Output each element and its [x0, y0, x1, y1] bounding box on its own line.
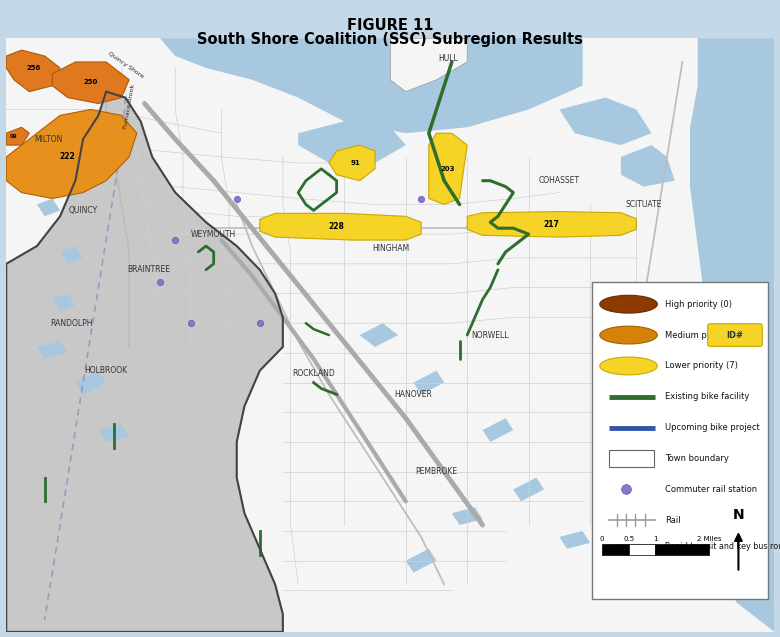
Polygon shape	[6, 110, 136, 199]
Polygon shape	[76, 371, 106, 394]
Text: FIGURE 11: FIGURE 11	[347, 18, 433, 33]
Ellipse shape	[600, 296, 658, 313]
Text: Town boundary: Town boundary	[665, 454, 729, 463]
Polygon shape	[559, 531, 590, 549]
Text: SCITUATE: SCITUATE	[626, 200, 662, 209]
Polygon shape	[6, 92, 283, 632]
Bar	[609, 450, 654, 467]
Ellipse shape	[600, 357, 658, 375]
Polygon shape	[513, 478, 544, 501]
Polygon shape	[679, 483, 697, 525]
Text: HANOVER: HANOVER	[395, 390, 432, 399]
Text: NORWELL: NORWELL	[472, 331, 509, 340]
Text: BRAINTREE: BRAINTREE	[127, 265, 170, 275]
Text: Lower priority (7): Lower priority (7)	[665, 361, 739, 371]
Polygon shape	[483, 418, 513, 442]
Text: 256: 256	[26, 65, 41, 71]
Polygon shape	[329, 145, 375, 181]
Text: PEMBROKE: PEMBROKE	[416, 467, 458, 476]
Bar	[593, 282, 768, 599]
Text: ID#: ID#	[726, 331, 743, 340]
Polygon shape	[467, 211, 636, 237]
Polygon shape	[160, 38, 583, 133]
Polygon shape	[52, 62, 129, 104]
Text: Quincy Shore: Quincy Shore	[107, 51, 144, 79]
Polygon shape	[6, 127, 30, 145]
Text: COHASSET: COHASSET	[539, 176, 580, 185]
Text: 217: 217	[544, 220, 560, 229]
Text: Rapid transit and key bus routes: Rapid transit and key bus routes	[665, 542, 780, 551]
Text: 1: 1	[653, 536, 658, 541]
Text: Medium priority (0): Medium priority (0)	[665, 331, 746, 340]
Polygon shape	[390, 38, 467, 92]
Polygon shape	[6, 50, 60, 92]
Text: 138: 138	[680, 498, 695, 505]
Text: South Shore Coalition (SSC) Subregion Results: South Shore Coalition (SSC) Subregion Re…	[197, 32, 583, 47]
Text: 0.5: 0.5	[623, 536, 634, 541]
Text: WEYMOUTH: WEYMOUTH	[191, 229, 236, 239]
Text: 0: 0	[599, 536, 604, 541]
Text: MILTON: MILTON	[34, 134, 62, 144]
Text: Rail: Rail	[665, 516, 681, 525]
Text: 91: 91	[351, 160, 360, 166]
Polygon shape	[360, 323, 398, 347]
Polygon shape	[429, 133, 467, 204]
Text: QUINCY: QUINCY	[69, 206, 98, 215]
Polygon shape	[37, 199, 60, 217]
Bar	[601, 544, 629, 555]
Bar	[629, 544, 655, 555]
Polygon shape	[406, 549, 437, 573]
Text: 2 Miles: 2 Miles	[697, 536, 722, 541]
Polygon shape	[413, 371, 444, 394]
Polygon shape	[98, 424, 129, 442]
Polygon shape	[690, 38, 775, 632]
Polygon shape	[37, 341, 68, 359]
Text: 09: 09	[10, 134, 18, 139]
Text: HOLBROOK: HOLBROOK	[84, 366, 128, 375]
Text: MARSHFIELD: MARSHFIELD	[596, 402, 646, 411]
Polygon shape	[559, 97, 651, 145]
Text: 203: 203	[441, 166, 456, 172]
Polygon shape	[6, 38, 775, 632]
Polygon shape	[60, 246, 83, 264]
Ellipse shape	[600, 326, 658, 344]
Polygon shape	[675, 294, 698, 389]
FancyBboxPatch shape	[707, 324, 762, 347]
Polygon shape	[621, 145, 675, 187]
Text: N: N	[732, 508, 744, 522]
Text: HULL: HULL	[438, 55, 458, 64]
Text: DUXBURY: DUXBURY	[602, 568, 640, 577]
Text: 227: 227	[679, 338, 693, 344]
Text: ROCKLAND: ROCKLAND	[292, 369, 335, 378]
Text: HINGHAM: HINGHAM	[372, 245, 409, 254]
Text: 250: 250	[83, 79, 98, 85]
Text: Furnace Brook: Furnace Brook	[122, 84, 136, 129]
Polygon shape	[452, 507, 483, 525]
Text: High priority (0): High priority (0)	[665, 299, 732, 309]
Text: Commuter rail station: Commuter rail station	[665, 485, 757, 494]
Polygon shape	[337, 38, 583, 127]
Text: 228: 228	[328, 222, 345, 231]
Polygon shape	[260, 213, 421, 240]
Polygon shape	[298, 121, 406, 163]
Text: Existing bike facility: Existing bike facility	[665, 392, 750, 401]
Bar	[655, 544, 709, 555]
Text: Upcoming bike project: Upcoming bike project	[665, 423, 760, 432]
Polygon shape	[52, 294, 76, 311]
Text: 222: 222	[60, 152, 76, 161]
Text: RANDOLPH: RANDOLPH	[50, 318, 93, 327]
